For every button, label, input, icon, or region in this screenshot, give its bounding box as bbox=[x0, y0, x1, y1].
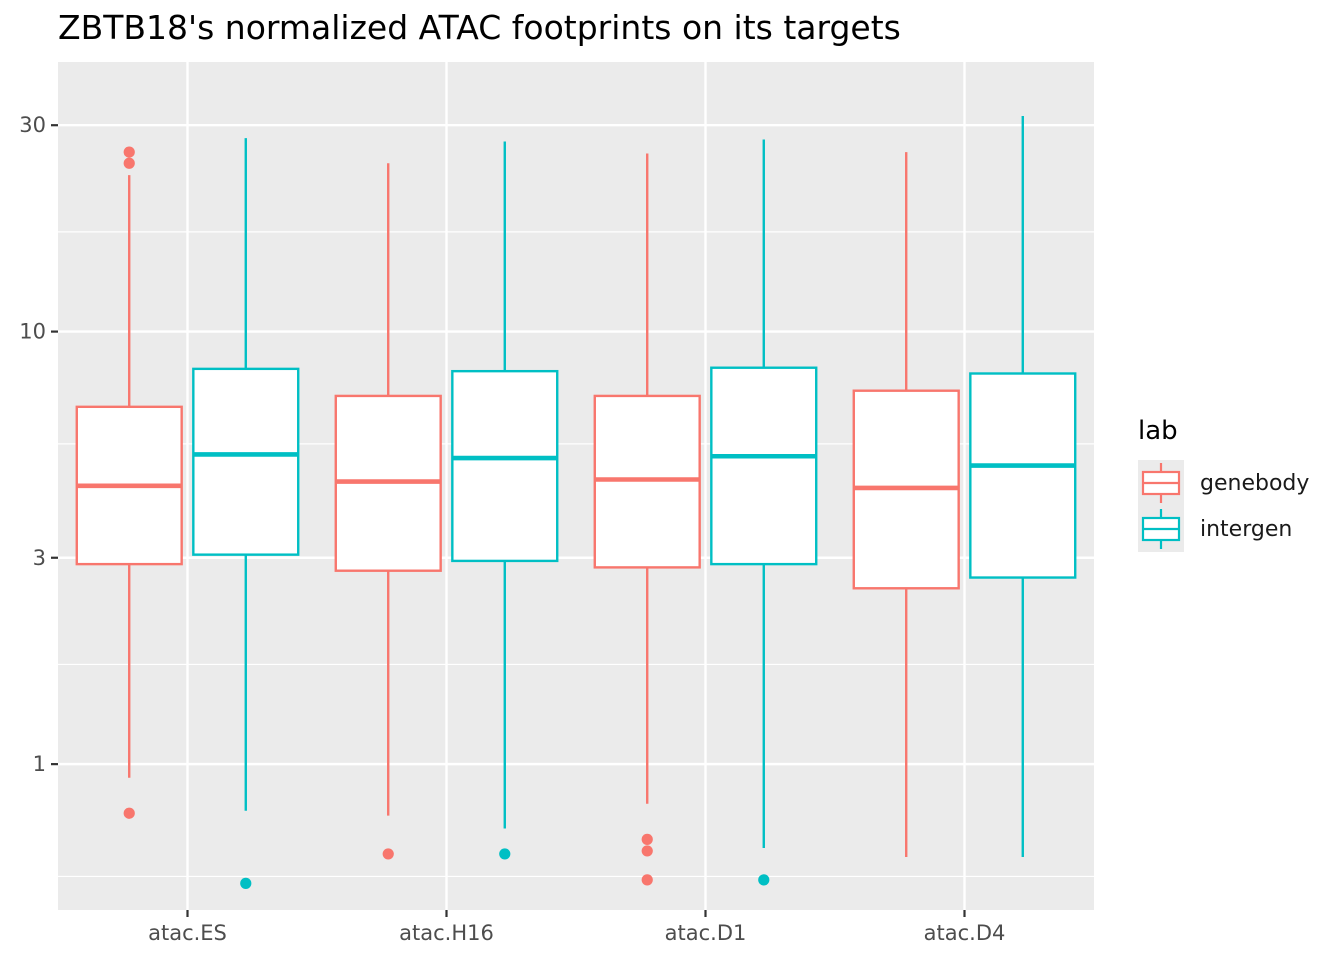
box-intergen-atac.D1 bbox=[710, 139, 818, 886]
y-tick-label: 3 bbox=[33, 546, 46, 570]
outlier-point bbox=[382, 848, 394, 860]
chart-title: ZBTB18's normalized ATAC footprints on i… bbox=[58, 8, 901, 47]
y-tick-label: 1 bbox=[33, 752, 46, 776]
legend-glyph bbox=[1141, 509, 1181, 549]
outlier-point bbox=[641, 874, 653, 886]
x-tick-label: atac.H16 bbox=[399, 921, 494, 945]
x-tick-label: atac.ES bbox=[148, 921, 227, 945]
outlier-point bbox=[123, 146, 135, 158]
box-genebody-atac.ES bbox=[75, 146, 183, 819]
x-tick-label: atac.D1 bbox=[665, 921, 747, 945]
grid-layer bbox=[58, 62, 1094, 910]
box-layer bbox=[75, 116, 1077, 889]
outlier-point bbox=[123, 807, 135, 819]
legend-item-genebody: genebody bbox=[1138, 460, 1309, 506]
box-intergen-atac.H16 bbox=[451, 141, 559, 860]
legend-key-genebody bbox=[1138, 460, 1184, 506]
y-tick-label: 10 bbox=[19, 320, 46, 344]
box-intergen-atac.ES bbox=[192, 138, 300, 889]
legend-key-intergen bbox=[1138, 506, 1184, 552]
box-genebody-atac.D1 bbox=[593, 153, 701, 886]
legend-label-genebody: genebody bbox=[1200, 470, 1310, 496]
legend-title: lab bbox=[1138, 416, 1178, 446]
box-iqr bbox=[710, 366, 818, 566]
box-iqr bbox=[451, 369, 559, 563]
box-iqr bbox=[192, 367, 300, 556]
outlier-point bbox=[641, 845, 653, 857]
outlier-point bbox=[641, 833, 653, 845]
axis-layer: 1 3 10 30 atac.ES atac.H16 atac.D1 atac.D4 bbox=[19, 113, 1005, 945]
outlier-point bbox=[240, 877, 252, 889]
legend-label-intergen: intergen bbox=[1200, 516, 1293, 542]
legend-glyph bbox=[1141, 463, 1181, 503]
outlier-point bbox=[123, 157, 135, 169]
x-tick-label: atac.D4 bbox=[924, 921, 1006, 945]
box-intergen-atac.D4 bbox=[969, 116, 1077, 857]
outlier-point bbox=[758, 874, 770, 886]
box-genebody-atac.D4 bbox=[852, 152, 960, 857]
y-tick-label: 30 bbox=[19, 113, 46, 137]
legend-rows: genebody intergen bbox=[1138, 460, 1309, 552]
legend-item-intergen: intergen bbox=[1138, 506, 1309, 552]
box-iqr bbox=[969, 372, 1077, 579]
box-genebody-atac.H16 bbox=[334, 163, 442, 860]
outlier-point bbox=[499, 848, 511, 860]
legend: lab genebody intergen bbox=[1138, 416, 1309, 552]
